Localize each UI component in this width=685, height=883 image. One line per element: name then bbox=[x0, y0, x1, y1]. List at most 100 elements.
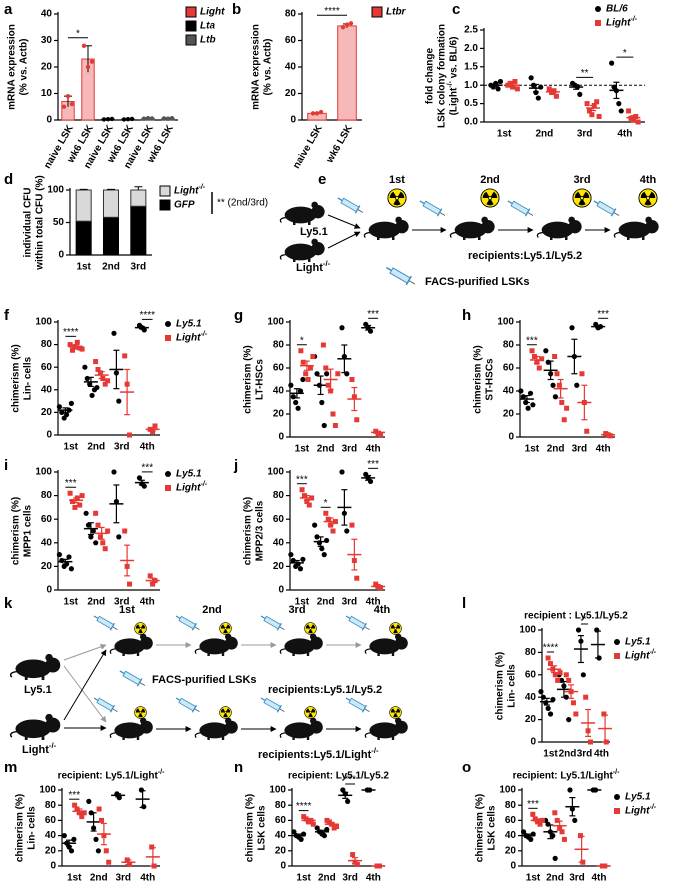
data-point bbox=[552, 672, 558, 678]
data-point bbox=[103, 848, 109, 854]
data-point bbox=[550, 833, 556, 839]
y-tick-label: 60 bbox=[505, 815, 517, 826]
mouse bbox=[279, 238, 326, 262]
y-tick-label: 0 bbox=[278, 432, 284, 443]
step-label: 1st bbox=[119, 604, 135, 616]
data-point bbox=[97, 534, 103, 540]
data-point bbox=[583, 694, 589, 700]
mouse bbox=[279, 632, 324, 656]
data-point bbox=[94, 384, 100, 391]
bar bbox=[75, 189, 92, 222]
data-point bbox=[300, 556, 306, 562]
significance-label: **** bbox=[543, 643, 559, 654]
y-tick-label: 20 bbox=[503, 409, 515, 420]
y-tick-label: 0 bbox=[278, 585, 284, 596]
significance-label: * bbox=[583, 615, 587, 626]
data-point bbox=[635, 119, 641, 125]
panel-letter: e bbox=[318, 171, 326, 188]
data-point bbox=[314, 111, 320, 116]
y-tick-label: 100 bbox=[35, 467, 52, 478]
data-point bbox=[618, 108, 624, 114]
data-point bbox=[594, 627, 600, 633]
x-tick-label: 1st bbox=[295, 597, 310, 608]
significance-label: *** bbox=[296, 474, 308, 485]
data-point bbox=[93, 510, 99, 516]
x-tick-label: 2nd bbox=[102, 262, 120, 273]
data-point bbox=[69, 101, 75, 107]
data-point bbox=[291, 829, 297, 835]
data-point bbox=[77, 502, 83, 508]
data-point bbox=[141, 804, 147, 810]
y-tick-label: 40 bbox=[41, 9, 53, 20]
data-point bbox=[594, 99, 600, 105]
chart-title: recipient: Ly5.1/Ly5.2 bbox=[288, 771, 389, 782]
data-point bbox=[633, 113, 639, 119]
significance-label: *** bbox=[367, 459, 379, 470]
data-point bbox=[561, 417, 567, 423]
x-tick-label: 1st bbox=[526, 873, 541, 883]
mouse bbox=[536, 216, 583, 240]
y-tick-label: 10 bbox=[41, 88, 53, 99]
data-point bbox=[535, 95, 541, 101]
data-point bbox=[520, 829, 527, 835]
data-point bbox=[349, 522, 355, 528]
data-point bbox=[339, 325, 345, 331]
data-point bbox=[71, 836, 77, 843]
legend-label: Light-/- bbox=[176, 481, 208, 493]
x-tick-label: 4th bbox=[592, 873, 607, 883]
data-point bbox=[514, 86, 520, 92]
data-point bbox=[580, 672, 586, 678]
x-tick-label: 4th bbox=[140, 873, 155, 883]
y-axis-label: Lin- cells bbox=[23, 356, 34, 400]
y-tick-label: 80 bbox=[41, 490, 53, 501]
x-tick-label: 3rd bbox=[569, 873, 585, 883]
y-tick-label: 50 bbox=[53, 217, 65, 228]
data-point bbox=[539, 356, 545, 362]
data-point bbox=[547, 711, 554, 717]
x-tick-label: 4th bbox=[140, 442, 155, 453]
data-point bbox=[95, 366, 101, 372]
data-point bbox=[550, 696, 556, 703]
x-tick-label: 1st bbox=[497, 129, 512, 140]
y-tick-label: 2.5 bbox=[464, 25, 478, 36]
radiation-icon bbox=[387, 188, 407, 208]
legend-label: Light-/- bbox=[174, 184, 206, 196]
y-axis-label: individual CFU bbox=[23, 188, 34, 258]
x-tick-label: 1st bbox=[76, 262, 91, 273]
data-point bbox=[74, 339, 80, 345]
data-point bbox=[88, 534, 94, 540]
data-point bbox=[121, 117, 127, 122]
y-axis-label: chimerism (%) bbox=[243, 497, 254, 565]
data-point bbox=[323, 510, 329, 516]
y-tick-label: 100 bbox=[35, 317, 52, 328]
y-tick-label: 20 bbox=[41, 407, 53, 418]
data-point bbox=[512, 79, 518, 85]
data-point bbox=[161, 116, 167, 121]
x-tick-label: 4th bbox=[596, 444, 611, 455]
x-tick-label: 3rd bbox=[115, 873, 131, 883]
radiation-icon bbox=[219, 706, 232, 719]
data-point bbox=[95, 522, 101, 528]
legend-marker bbox=[165, 321, 171, 327]
y-tick-label: 0 bbox=[58, 250, 64, 261]
data-point bbox=[122, 528, 128, 534]
data-point bbox=[554, 371, 560, 377]
data-point bbox=[328, 388, 334, 394]
diagram-k: k 1st 2nd 3rd 4th Ly5.1 Light-/- FACS-pu… bbox=[4, 595, 409, 761]
data-point bbox=[59, 409, 65, 415]
data-point bbox=[67, 490, 73, 496]
data-point bbox=[65, 93, 71, 99]
arrow bbox=[63, 649, 107, 721]
data-point bbox=[530, 402, 536, 408]
data-point bbox=[300, 376, 306, 383]
y-axis-label: chimerism (%) bbox=[245, 794, 256, 862]
data-point bbox=[72, 802, 78, 808]
y-axis-label: LSK colony formation bbox=[437, 24, 448, 128]
data-point bbox=[101, 117, 107, 122]
y-axis-label: chimerism (%) bbox=[243, 345, 254, 413]
data-point bbox=[575, 627, 582, 633]
cells-label: FACS-purified LSKs bbox=[425, 276, 530, 288]
y-tick-label: 30 bbox=[41, 35, 53, 46]
data-point bbox=[340, 25, 346, 30]
